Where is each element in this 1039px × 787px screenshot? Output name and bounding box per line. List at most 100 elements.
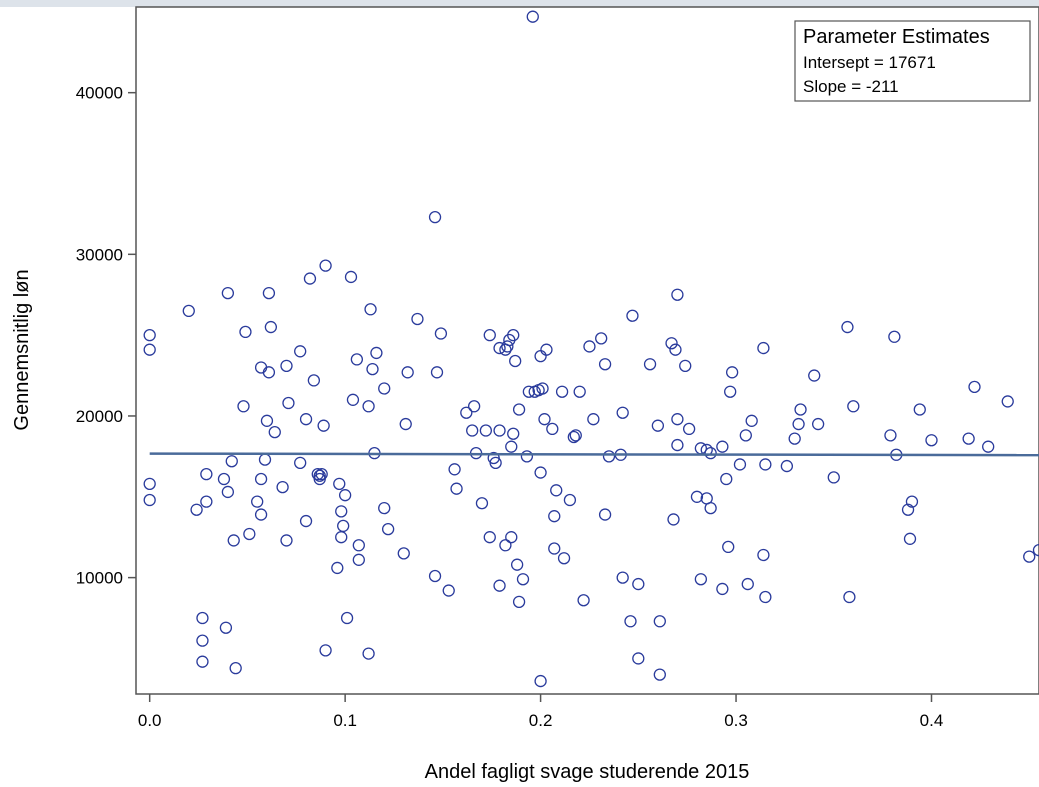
data-point [759,590,772,604]
data-point [632,652,645,665]
data-point [333,477,346,491]
data-point [598,358,612,371]
legend-title: Parameter Estimates [803,26,990,48]
data-point [745,414,758,427]
data-point [888,330,901,343]
data-point [720,472,733,486]
data-point [362,400,375,413]
data-point [913,403,926,416]
data-point [262,366,276,379]
data-point [512,595,526,609]
data-point [847,400,860,413]
data-point [624,615,637,628]
data-point [724,385,737,398]
data-point [587,413,600,426]
data-point [200,468,213,481]
data-point [982,440,995,453]
data-point [827,471,840,484]
data-point [254,472,268,486]
data-point [968,380,981,394]
data-point [448,463,461,476]
data-point [538,413,551,426]
data-point [555,385,569,398]
data-point [493,424,506,437]
data-point [901,503,915,516]
data-point [299,514,313,528]
data-point [757,341,770,355]
top-strip [0,0,1039,7]
legend-intercept: Intersept = 17671 [803,53,936,72]
data-point [196,611,209,625]
data-point [905,495,919,508]
data-point [221,485,235,499]
data-point [546,422,559,436]
data-point [143,493,156,507]
data-point [243,527,256,541]
data-point [583,340,596,353]
x-tick-label: 0.4 [920,711,944,730]
data-point [378,382,391,395]
data-point [540,343,553,356]
data-point [682,422,696,436]
data-point [190,503,203,516]
data-point [221,286,235,300]
data-point [716,440,729,453]
data-point [479,424,493,437]
data-point [671,413,684,426]
data-point [903,532,917,545]
data-point [219,621,233,634]
data-point [536,382,549,395]
data-point [450,482,463,495]
y-axis: 10000 20000 30000 40000 [76,84,136,588]
data-point [739,429,752,442]
data-point [344,270,358,284]
data-point [294,456,307,469]
data-point [507,328,520,342]
plot-frame [135,6,1039,695]
data-point [337,519,350,533]
data-point [350,353,364,366]
data-point [962,432,975,445]
y-tick-label: 10000 [76,569,123,588]
data-point [602,450,616,463]
data-point [378,501,391,515]
data-point [780,459,794,473]
data-point [264,320,278,334]
data-point [196,634,209,647]
data-point [704,446,717,460]
data-point [338,489,352,502]
data-point [759,458,772,471]
data-point [143,328,156,342]
data-point [534,350,547,363]
data-point [843,590,856,604]
data-point [466,424,479,437]
data-point [483,531,496,544]
data-point [381,522,395,536]
data-point [733,458,747,471]
data-point [366,362,379,376]
data-point [757,548,770,562]
data-point [925,434,938,447]
data-point [299,413,313,426]
data-point [258,453,272,466]
data-point [352,553,365,566]
data-point [397,547,410,560]
data-point [507,427,520,440]
data-point [317,419,330,432]
legend-slope: Slope = -211 [803,77,899,96]
data-point [788,432,801,445]
data-point [510,558,524,571]
data-point [505,440,518,453]
data-point [430,366,444,379]
data-point [669,343,682,356]
x-tick-label: 0.0 [138,711,162,730]
data-point [239,325,252,339]
data-point [501,340,514,353]
data-point [319,259,332,272]
data-point [505,531,518,544]
data-point [569,429,582,442]
data-point [335,505,348,518]
data-point [503,333,516,347]
data-point [276,480,289,494]
